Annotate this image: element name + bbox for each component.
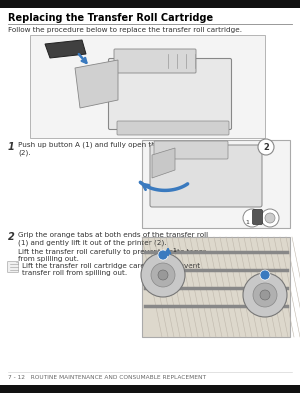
Bar — [30, 35, 265, 138]
FancyBboxPatch shape — [117, 121, 229, 135]
FancyBboxPatch shape — [109, 59, 232, 130]
Text: Replacing the Transfer Roll Cartridge: Replacing the Transfer Roll Cartridge — [8, 13, 213, 23]
Circle shape — [243, 209, 261, 227]
Text: Lift the transfer roll cartridge carefully to prevent
transfer roll from spillin: Lift the transfer roll cartridge careful… — [22, 263, 200, 276]
Circle shape — [261, 209, 279, 227]
FancyBboxPatch shape — [8, 261, 19, 272]
Polygon shape — [75, 60, 118, 108]
Text: 1: 1 — [8, 142, 15, 152]
Text: 1: 1 — [172, 248, 176, 252]
Text: 2: 2 — [263, 143, 269, 151]
Bar — [142, 237, 290, 337]
Circle shape — [158, 270, 168, 280]
Text: Grip the orange tabs at both ends of the transfer roll
(1) and gently lift it ou: Grip the orange tabs at both ends of the… — [18, 232, 208, 246]
Bar — [0, 0, 300, 8]
FancyBboxPatch shape — [114, 49, 196, 73]
Text: Follow the procedure below to replace the transfer roll cartridge.: Follow the procedure below to replace th… — [8, 27, 242, 33]
Circle shape — [260, 270, 270, 280]
Text: 2: 2 — [8, 232, 15, 242]
Text: 7 - 12   ROUTINE MAINTENANCE AND CONSUMABLE REPLACEMENT: 7 - 12 ROUTINE MAINTENANCE AND CONSUMABL… — [8, 375, 206, 380]
Text: 1: 1 — [245, 220, 249, 224]
Text: Lift the transfer roll carefully to prevent waste toner
from spilling out.: Lift the transfer roll carefully to prev… — [18, 249, 206, 262]
Circle shape — [258, 139, 274, 155]
Bar — [142, 140, 290, 228]
Circle shape — [253, 283, 277, 307]
FancyBboxPatch shape — [253, 209, 262, 224]
Polygon shape — [45, 40, 86, 58]
FancyBboxPatch shape — [150, 145, 262, 207]
Circle shape — [243, 273, 287, 317]
Circle shape — [265, 213, 275, 223]
Bar — [0, 385, 300, 393]
Circle shape — [260, 290, 270, 300]
Circle shape — [151, 263, 175, 287]
Circle shape — [158, 250, 168, 260]
Circle shape — [141, 253, 185, 297]
Text: Push up button A (1) and fully open the front cover
(2).: Push up button A (1) and fully open the … — [18, 142, 202, 156]
FancyBboxPatch shape — [154, 141, 228, 159]
Polygon shape — [152, 148, 175, 178]
